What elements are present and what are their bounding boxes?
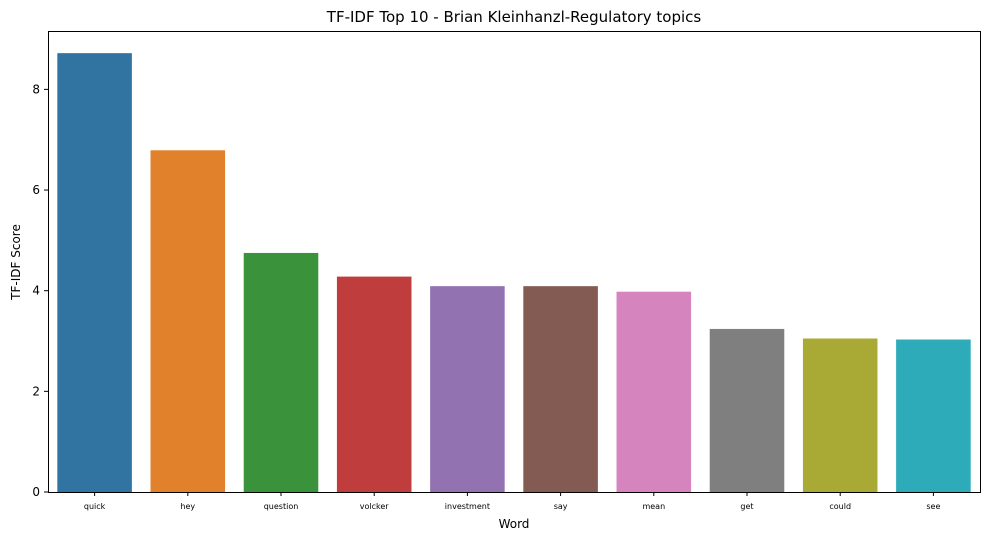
x-tick-label: say: [554, 502, 568, 511]
y-tick-label: 6: [32, 183, 40, 197]
bar-question: [243, 252, 319, 492]
bar-say: [523, 286, 598, 492]
x-tick-label: investment: [445, 502, 490, 511]
x-tick-label: get: [740, 502, 753, 511]
y-axis-label: TF-IDF Score: [9, 224, 23, 301]
x-tick-label: mean: [642, 502, 665, 511]
bar-mean: [616, 291, 692, 492]
y-tick-label: 8: [32, 82, 40, 96]
bar-could: [802, 338, 878, 492]
y-axis: 0 2 4 6 8: [32, 82, 48, 499]
plot-frame: [48, 31, 981, 493]
x-axis-label: Word: [499, 517, 530, 531]
x-tick-label: see: [926, 502, 940, 511]
y-tick-label: 2: [32, 384, 40, 398]
bar-see: [896, 339, 971, 492]
bar-volcker: [336, 276, 412, 492]
x-tick-label: quick: [84, 502, 106, 511]
chart-title: TF-IDF Top 10 - Brian Kleinhanzl-Regulat…: [326, 8, 702, 26]
y-tick-label: 0: [32, 485, 40, 499]
x-tick-label: hey: [180, 502, 195, 511]
bars-group: [57, 53, 971, 493]
x-tick-label: could: [829, 502, 851, 511]
x-tick-label: question: [264, 502, 299, 511]
bar-get: [709, 328, 785, 492]
y-tick-label: 4: [32, 284, 40, 298]
bar-hey: [150, 150, 226, 493]
bar-quick: [57, 53, 132, 492]
x-axis: quick hey question volcker investment say mean…: [84, 492, 940, 511]
x-tick-label: volcker: [360, 502, 390, 511]
bar-investment: [430, 286, 505, 492]
